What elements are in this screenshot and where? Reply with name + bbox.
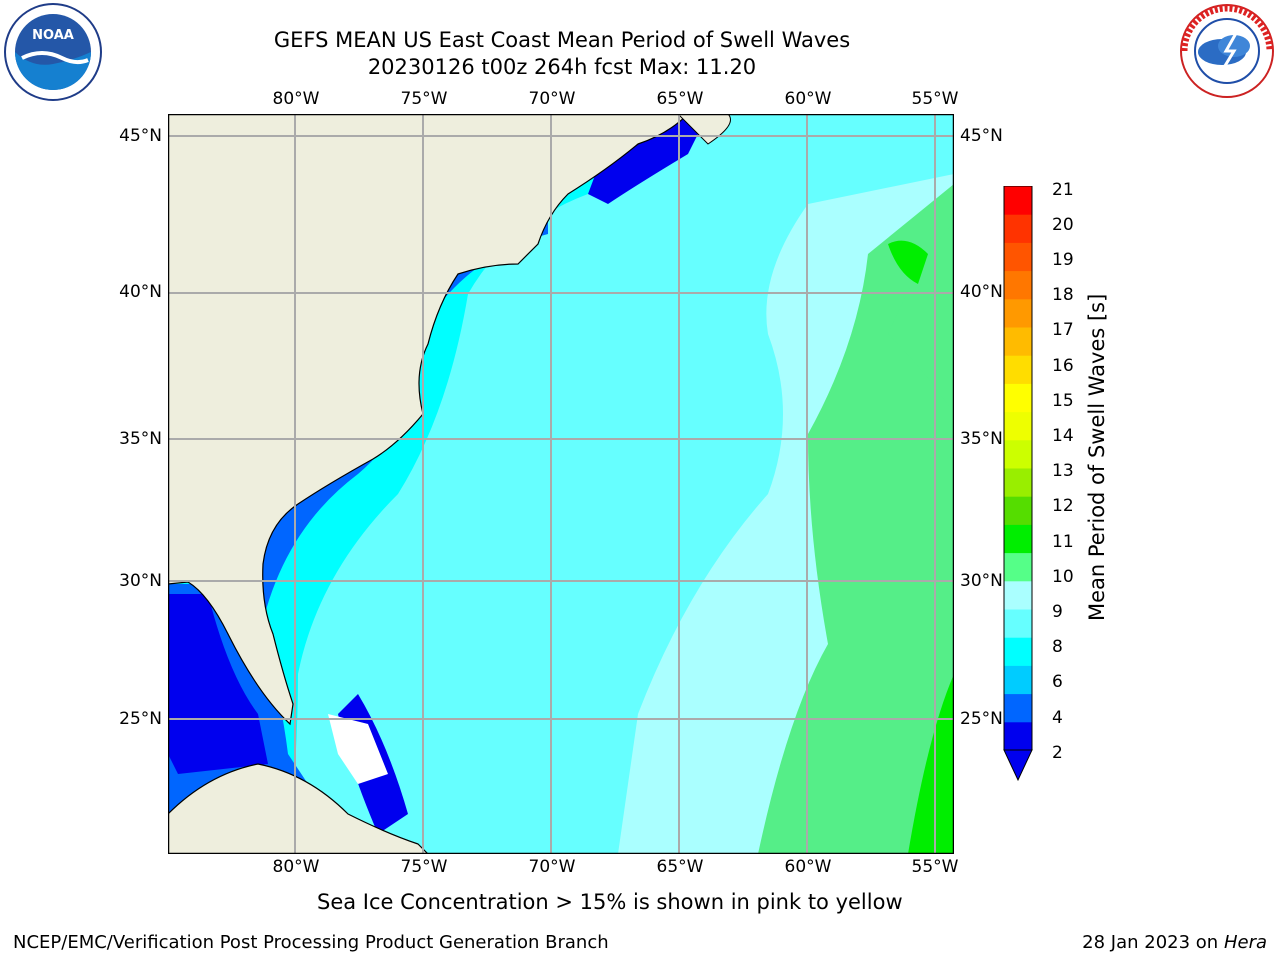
lon-tick-bottom: 55°W	[911, 857, 959, 877]
colorbar-segment	[1004, 468, 1032, 497]
colorbar-frame	[1003, 186, 1033, 751]
footer-date: 28 Jan 2023 on Hera	[1082, 932, 1267, 953]
colorbar-segment	[1004, 411, 1032, 441]
north-america-land	[168, 114, 689, 726]
lat-tick-left: 35°N	[119, 429, 162, 449]
lon-tick-bottom: 75°W	[400, 857, 448, 877]
colorbar-tick: 20	[1052, 215, 1074, 235]
colorbar-tick: 19	[1052, 250, 1074, 270]
noaa-logo: NOAA	[4, 3, 102, 101]
colorbar	[1003, 186, 1033, 782]
colorbar-segment	[1004, 693, 1032, 723]
colorbar-tick: 9	[1052, 602, 1063, 622]
ocean-period-below-2	[168, 594, 268, 774]
colorbar-tick: 11	[1052, 532, 1074, 552]
footer-branch: NCEP/EMC/Verification Post Processing Pr…	[13, 932, 609, 953]
lat-tick-left: 40°N	[119, 282, 162, 302]
colorbar-segment	[1004, 242, 1032, 272]
footer-machine: Hera	[1223, 932, 1267, 953]
noaa-logo-text: NOAA	[32, 28, 74, 43]
colorbar-segment	[1004, 609, 1032, 638]
colorbar-segment	[1004, 721, 1032, 751]
map-graticule	[168, 114, 954, 854]
lon-tick-bottom: 65°W	[656, 857, 704, 877]
sea-ice-note: Sea Ice Concentration > 15% is shown in …	[317, 890, 903, 914]
lat-tick-right: 45°N	[960, 126, 1003, 146]
map-frame	[168, 114, 954, 854]
map-subtitle: 20230126 t00z 264h fcst Max: 11.20	[367, 55, 757, 79]
swell-period-map	[168, 114, 954, 854]
lon-tick-top: 80°W	[272, 89, 320, 109]
colorbar-tick: 10	[1052, 567, 1074, 587]
lat-tick-right: 40°N	[960, 282, 1003, 302]
colorbar-tick: 6	[1052, 672, 1063, 692]
colorbar-tick: 16	[1052, 356, 1074, 376]
lon-tick-top: 55°W	[911, 89, 959, 109]
nws-logo	[1180, 4, 1274, 98]
lon-tick-top: 70°W	[528, 89, 576, 109]
bahamas-shallows	[328, 714, 388, 784]
colorbar-segment	[1004, 580, 1032, 610]
colorbar-label: Mean Period of Swell Waves [s]	[1085, 293, 1109, 621]
colorbar-segment	[1004, 637, 1032, 666]
colorbar-segment	[1004, 439, 1032, 469]
colorbar-segment	[1004, 270, 1032, 300]
colorbar-extend-min	[1003, 749, 1033, 782]
colorbar-segment	[1004, 552, 1032, 582]
map-title: GEFS MEAN US East Coast Mean Period of S…	[273, 28, 851, 52]
colorbar-tick: 13	[1052, 461, 1074, 481]
lat-tick-left: 30°N	[119, 571, 162, 591]
lon-tick-bottom: 80°W	[272, 857, 320, 877]
colorbar-segment	[1004, 355, 1032, 384]
lat-tick-right: 25°N	[960, 709, 1003, 729]
colorbar-segment	[1004, 327, 1032, 356]
colorbar-tick: 18	[1052, 285, 1074, 305]
colorbar-segment	[1004, 383, 1032, 413]
colorbar-segment	[1004, 665, 1032, 695]
lat-tick-left: 25°N	[119, 709, 162, 729]
cuba-land	[168, 763, 429, 854]
colorbar-tick: 2	[1052, 743, 1063, 763]
lon-tick-top: 60°W	[784, 89, 832, 109]
colorbar-tick: 4	[1052, 708, 1063, 728]
lat-tick-right: 35°N	[960, 429, 1003, 449]
colorbar-tick: 8	[1052, 637, 1063, 657]
colorbar-segment	[1004, 524, 1032, 554]
colorbar-tick: 21	[1052, 180, 1074, 200]
colorbar-segment	[1004, 186, 1032, 215]
lon-tick-bottom: 70°W	[528, 857, 576, 877]
lon-tick-top: 75°W	[400, 89, 448, 109]
colorbar-tick: 15	[1052, 391, 1074, 411]
colorbar-segment	[1004, 214, 1032, 243]
colorbar-tick: 12	[1052, 496, 1074, 516]
colorbar-tick: 17	[1052, 320, 1074, 340]
lat-tick-left: 45°N	[119, 126, 162, 146]
footer-date-text: 28 Jan 2023 on	[1082, 932, 1224, 953]
colorbar-tick: 14	[1052, 426, 1074, 446]
colorbar-segment	[1004, 298, 1032, 328]
lon-tick-top: 65°W	[656, 89, 704, 109]
lat-tick-right: 30°N	[960, 571, 1003, 591]
colorbar-segment	[1004, 496, 1032, 525]
lon-tick-bottom: 60°W	[784, 857, 832, 877]
